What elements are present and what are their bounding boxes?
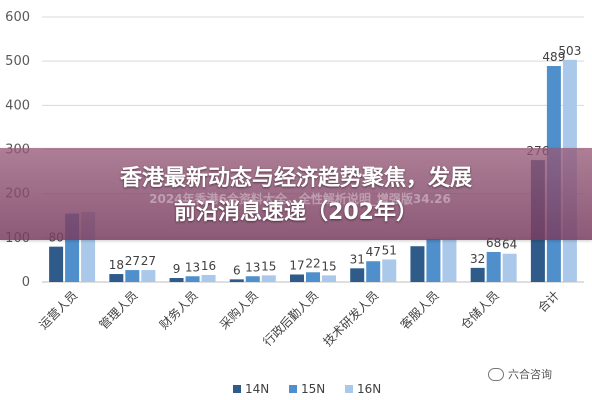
bar-16N-2 bbox=[201, 274, 216, 282]
data-label: 15 bbox=[261, 259, 276, 273]
y-tick-label: 0 bbox=[22, 275, 30, 290]
data-label: 15 bbox=[321, 259, 336, 273]
bar-14N-1 bbox=[109, 274, 124, 282]
y-tick-label: 600 bbox=[5, 10, 30, 25]
data-label: 18 bbox=[109, 258, 124, 272]
category-label: 财务人员 bbox=[156, 288, 201, 333]
category-label: 行政后勤人员 bbox=[260, 288, 321, 349]
bar-15N-1 bbox=[125, 270, 140, 282]
category-labels: 运营人员 管理人员 财务人员 采购人员 行政后勤人员 技术研发人员 客服人员 仓储人员 合计 bbox=[36, 288, 562, 350]
bar-15N-6 bbox=[426, 239, 441, 282]
legend-label: 16N bbox=[357, 382, 381, 396]
headline-line-2: 前沿消息速递（202年） bbox=[174, 200, 418, 225]
data-label: 27 bbox=[125, 254, 140, 268]
bar-14N-5 bbox=[350, 268, 365, 282]
headline-line-1: 香港最新动态与经济趋势聚焦，发展 bbox=[119, 166, 472, 191]
bar-14N-3 bbox=[229, 279, 244, 282]
bar-14N-4 bbox=[290, 274, 304, 282]
data-label: 64 bbox=[502, 238, 517, 252]
legend-label: 15N bbox=[301, 382, 325, 396]
data-label: 9 bbox=[173, 262, 181, 276]
bar-16N-4 bbox=[322, 275, 336, 282]
data-label: 47 bbox=[366, 245, 381, 259]
bar-15N-2 bbox=[185, 276, 200, 282]
legend-swatch-16N bbox=[345, 385, 353, 393]
data-label: 6 bbox=[233, 263, 241, 277]
legend-swatch-15N bbox=[289, 385, 297, 393]
bar-15N-7 bbox=[486, 251, 501, 282]
category-label: 仓储人员 bbox=[457, 288, 502, 333]
data-label: 17 bbox=[289, 258, 304, 272]
bar-16N-5 bbox=[382, 259, 397, 282]
data-label: 32 bbox=[470, 252, 485, 266]
data-label: 22 bbox=[305, 256, 320, 270]
watermark: 六合咨询 bbox=[488, 366, 552, 382]
data-label: 503 bbox=[558, 44, 581, 58]
data-label: 51 bbox=[382, 243, 397, 257]
y-tick-label: 500 bbox=[5, 54, 30, 69]
legend-label: 14N bbox=[245, 382, 269, 396]
watermark-text: 六合咨询 bbox=[508, 368, 552, 381]
data-label: 27 bbox=[141, 254, 156, 268]
data-label: 13 bbox=[185, 260, 200, 274]
category-label: 运营人员 bbox=[36, 288, 80, 332]
bar-15N-3 bbox=[245, 276, 260, 282]
bar-15N-5 bbox=[366, 261, 381, 282]
legend-swatch-14N bbox=[233, 385, 241, 393]
headline-banner bbox=[0, 148, 592, 240]
data-label: 13 bbox=[245, 260, 260, 274]
bar-16N-3 bbox=[261, 275, 276, 282]
wechat-icon bbox=[488, 367, 504, 381]
bar-14N-2 bbox=[169, 278, 184, 282]
category-label: 采购人员 bbox=[216, 288, 261, 333]
category-label: 合计 bbox=[534, 288, 562, 316]
data-label: 31 bbox=[350, 252, 365, 266]
y-tick-label: 400 bbox=[5, 98, 30, 113]
bar-16N-6 bbox=[442, 239, 457, 282]
bar-16N-1 bbox=[141, 270, 156, 282]
bar-16N-7 bbox=[502, 253, 517, 282]
bar-14N-6 bbox=[410, 246, 425, 282]
bar-14N-0 bbox=[49, 246, 64, 282]
legend: 14N 15N 16N bbox=[233, 382, 381, 396]
category-label: 技术研发人员 bbox=[320, 288, 382, 350]
bar-15N-4 bbox=[306, 272, 320, 282]
data-label: 16 bbox=[201, 259, 216, 273]
bar-14N-7 bbox=[470, 267, 485, 282]
category-label: 管理人员 bbox=[96, 288, 141, 333]
banner-overlay-text: 2024年香港6合资料大全，全性解析说明_增强版34.26 bbox=[149, 192, 451, 206]
data-label: 489 bbox=[542, 50, 565, 64]
category-label: 客服人员 bbox=[397, 288, 442, 333]
